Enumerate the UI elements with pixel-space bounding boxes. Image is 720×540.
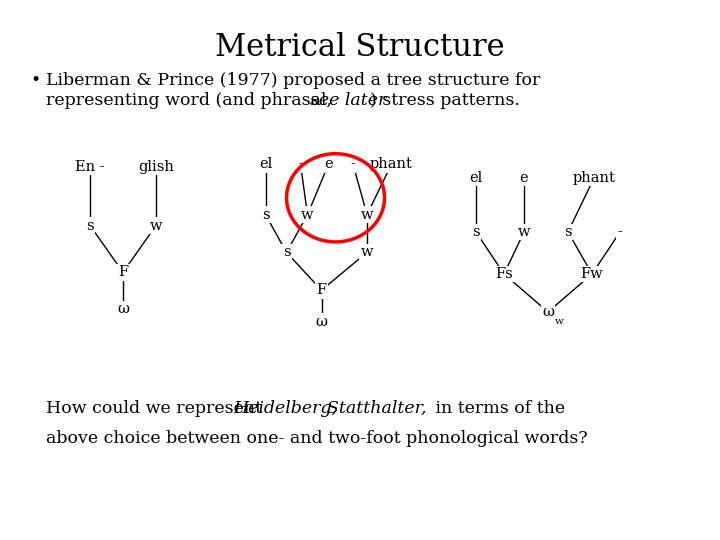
Text: representing word (and phrasal,: representing word (and phrasal, bbox=[46, 92, 338, 109]
Text: phant: phant bbox=[370, 157, 413, 171]
Text: F: F bbox=[316, 283, 327, 297]
Text: How could we represent: How could we represent bbox=[46, 400, 268, 417]
Text: see later: see later bbox=[310, 92, 386, 109]
Text: ω: ω bbox=[315, 315, 328, 329]
Text: phant: phant bbox=[572, 171, 616, 185]
Text: •: • bbox=[30, 72, 40, 89]
Text: e: e bbox=[520, 171, 528, 185]
Text: e: e bbox=[324, 157, 333, 171]
Text: Liberman & Prince (1977) proposed a tree structure for: Liberman & Prince (1977) proposed a tree… bbox=[46, 72, 541, 89]
Text: w: w bbox=[150, 219, 162, 233]
Text: s: s bbox=[261, 207, 269, 221]
Text: w: w bbox=[361, 207, 373, 221]
Text: Metrical Structure: Metrical Structure bbox=[215, 32, 505, 63]
Text: w: w bbox=[518, 225, 530, 239]
Text: Statthalter,: Statthalter, bbox=[316, 400, 426, 417]
Text: above choice between one- and two-foot phonological words?: above choice between one- and two-foot p… bbox=[46, 430, 588, 447]
Text: En -: En - bbox=[75, 160, 105, 174]
Text: Heidelberg,: Heidelberg, bbox=[233, 400, 337, 417]
Text: Fs: Fs bbox=[495, 267, 513, 281]
Text: el: el bbox=[259, 157, 272, 171]
Text: w: w bbox=[555, 317, 564, 326]
Text: ) stress patterns.: ) stress patterns. bbox=[370, 92, 520, 109]
Text: glish: glish bbox=[138, 160, 174, 174]
Text: ω: ω bbox=[542, 305, 554, 319]
Text: -: - bbox=[351, 157, 356, 171]
Text: s: s bbox=[86, 219, 94, 233]
Text: in terms of the: in terms of the bbox=[430, 400, 565, 417]
Text: -: - bbox=[618, 225, 622, 239]
Text: s: s bbox=[283, 245, 290, 259]
Text: Fw: Fw bbox=[581, 267, 603, 281]
Text: ω: ω bbox=[117, 302, 129, 316]
Text: -: - bbox=[298, 157, 303, 171]
Text: el: el bbox=[469, 171, 482, 185]
Text: s: s bbox=[472, 225, 480, 239]
Text: s: s bbox=[564, 225, 572, 239]
Text: F: F bbox=[118, 265, 128, 279]
Text: w: w bbox=[301, 207, 314, 221]
Text: w: w bbox=[361, 245, 373, 259]
